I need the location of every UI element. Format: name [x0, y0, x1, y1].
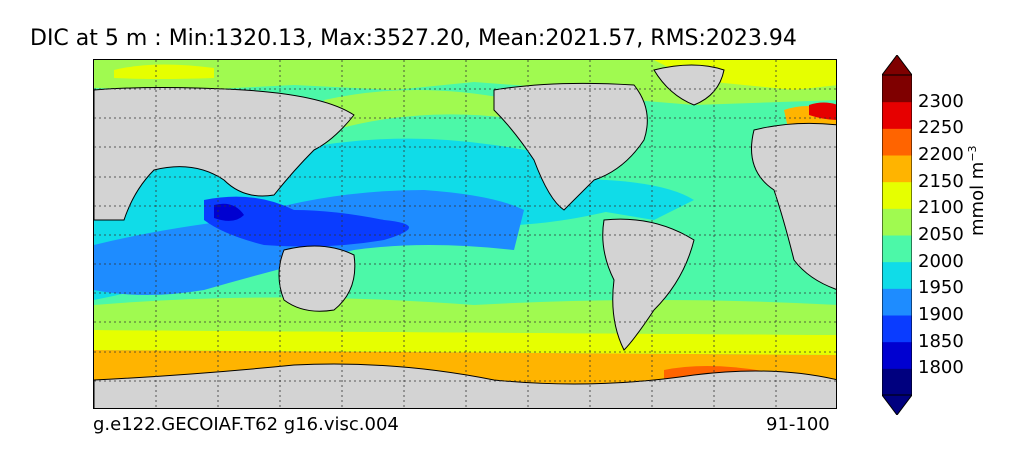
plot-title: DIC at 5 m : Min:1320.13, Max:3527.20, M…: [30, 26, 797, 51]
colorbar-segment: [882, 261, 912, 289]
years-label: 91-100: [766, 414, 830, 435]
colorbar-frame: [882, 74, 912, 396]
landmass-south-america: [602, 218, 695, 351]
colorbar-segment: [882, 101, 912, 129]
run-id-label: g.e122.GECOIAF.T62 g16.visc.004: [93, 414, 399, 435]
unit-exponent: −3: [966, 145, 979, 162]
north-band-2100: [94, 60, 836, 105]
colorbar-segment: [882, 368, 912, 396]
colorbar-tick-label: 1850: [918, 330, 964, 352]
colorbar-tick-label: 2150: [918, 170, 964, 192]
colorbar-segment: [882, 288, 912, 316]
colorbar-segment: [882, 75, 912, 103]
colorbar-tick-label: 2300: [918, 90, 964, 112]
southern-band-2150: [94, 330, 836, 355]
warm-pool-1850: [214, 203, 244, 221]
colorbar-segment: [882, 155, 912, 183]
unit-text: mmol m: [967, 161, 988, 236]
colorbar-segment: [882, 235, 912, 263]
colorbar-segment: [882, 341, 912, 369]
map-panel: [93, 59, 837, 409]
arctic-band-2150-west: [114, 64, 214, 79]
dic-map: [94, 60, 836, 408]
colorbar-tick-label: 1900: [918, 304, 964, 325]
colorbar-tick-label: 2050: [918, 224, 964, 245]
colorbar-tick-label: 2000: [918, 250, 964, 272]
landmass-eurasia: [94, 87, 355, 221]
colorbar: [882, 55, 912, 415]
colorbar-tick-label: 1950: [918, 277, 964, 299]
colorbar-tick-label: 2100: [918, 197, 964, 219]
landmass-antarctica: [94, 363, 836, 408]
landmass-australia: [278, 245, 356, 312]
colorbar-segment: [882, 208, 912, 236]
colorbar-tick-label: 2200: [918, 144, 964, 165]
warm-pool-1900: [204, 196, 409, 247]
north-pacific-2100: [324, 90, 524, 130]
colorbar-extend-min: [882, 394, 912, 415]
colorbar-unit-label: mmol m−3: [966, 145, 988, 236]
colorbar-segment: [882, 315, 912, 343]
colorbar-extend-max: [882, 55, 912, 76]
colorbar-tick-label: 2250: [918, 117, 964, 139]
colorbar-segment: [882, 128, 912, 156]
colorbar-segment: [882, 181, 912, 209]
baltic-2300: [809, 102, 836, 120]
colorbar-segments: [882, 55, 912, 415]
colorbar-tick-label: 1800: [918, 357, 964, 379]
graticule: [94, 60, 836, 408]
